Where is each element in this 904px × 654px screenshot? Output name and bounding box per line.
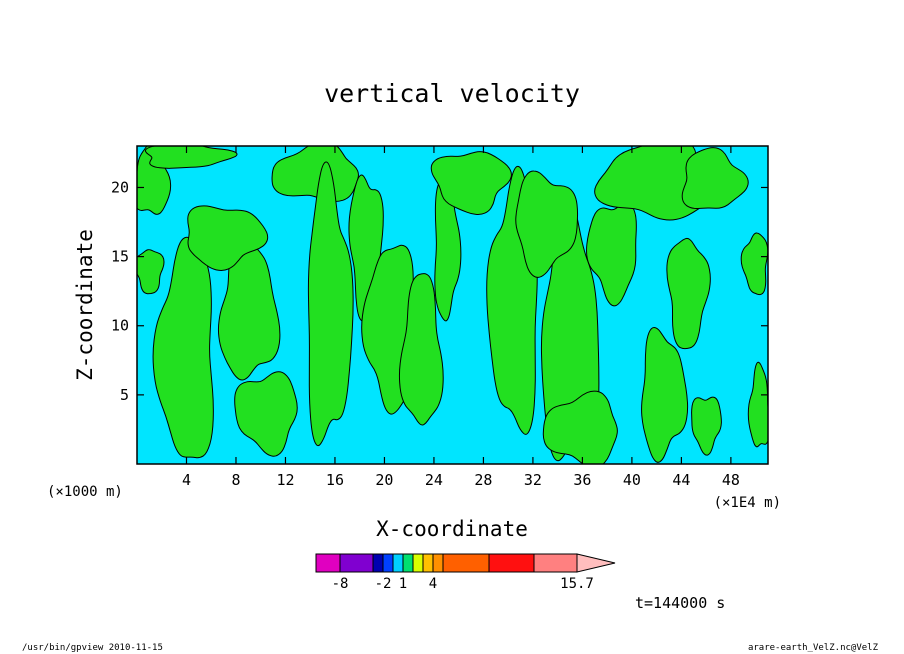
colorbar-segment bbox=[339, 553, 374, 573]
positive-velocity-regions bbox=[137, 146, 768, 464]
positive-region bbox=[217, 235, 281, 381]
x-tick-label: 20 bbox=[375, 471, 393, 489]
colorbar-labels: -8 -2 1 4 15.7 bbox=[332, 576, 594, 592]
colorbar-label: 15.7 bbox=[560, 576, 594, 592]
positive-region bbox=[307, 161, 354, 447]
colorbar-segment bbox=[372, 553, 384, 573]
y-axis-ticks: 5 10 15 20 bbox=[111, 178, 768, 404]
colorbar-segment bbox=[392, 553, 404, 573]
colorbar-label: 4 bbox=[429, 576, 437, 592]
x-tick-label: 4 bbox=[182, 471, 191, 489]
positive-region bbox=[691, 396, 722, 456]
x-tick-label: 40 bbox=[623, 471, 641, 489]
y-tick-label: 10 bbox=[111, 317, 129, 335]
x-tick-label: 48 bbox=[722, 471, 740, 489]
x-tick-label: 44 bbox=[672, 471, 690, 489]
x-tick-label: 8 bbox=[231, 471, 240, 489]
x-axis-ticks: 4 8 12 16 20 24 28 32 36 40 44 48 bbox=[182, 146, 740, 489]
positive-region bbox=[740, 232, 768, 296]
positive-region bbox=[271, 146, 359, 202]
positive-region bbox=[398, 273, 444, 426]
colorbar-segment bbox=[315, 553, 341, 573]
positive-region bbox=[515, 170, 579, 278]
plot-area bbox=[136, 145, 769, 465]
footer-left: /usr/bin/gpview 2010-11-15 bbox=[22, 643, 163, 653]
colorbar-segment bbox=[402, 553, 414, 573]
positive-region bbox=[137, 249, 165, 295]
colorbar-segment bbox=[422, 553, 434, 573]
colorbar-label: 1 bbox=[399, 576, 407, 592]
time-label: t=144000 s bbox=[635, 594, 725, 612]
colorbar-label: -8 bbox=[332, 576, 349, 592]
y-tick-label: 20 bbox=[111, 178, 129, 196]
y-tick-label: 5 bbox=[120, 386, 129, 404]
positive-region bbox=[187, 205, 269, 271]
x-tick-label: 12 bbox=[276, 471, 294, 489]
colorbar-segment bbox=[382, 553, 394, 573]
x-unit-left: (×1000 m) bbox=[47, 484, 123, 500]
y-axis-label: Z-coordinate bbox=[73, 229, 97, 381]
x-tick-label: 16 bbox=[326, 471, 344, 489]
y-tick-label: 15 bbox=[111, 248, 129, 266]
colorbar-segment bbox=[442, 553, 490, 573]
x-tick-label: 32 bbox=[524, 471, 542, 489]
colorbar-segment bbox=[412, 553, 424, 573]
positive-region bbox=[681, 147, 749, 210]
colorbar-segment bbox=[488, 553, 535, 573]
x-tick-label: 28 bbox=[474, 471, 492, 489]
x-tick-label: 36 bbox=[573, 471, 591, 489]
plot-frame bbox=[136, 145, 769, 465]
x-unit-right: (×1E4 m) bbox=[714, 495, 781, 511]
positive-region bbox=[430, 151, 512, 216]
positive-region bbox=[234, 371, 298, 457]
colorbar-segment bbox=[533, 553, 578, 573]
positive-region bbox=[144, 146, 238, 169]
footer-right: arare-earth_VelZ.nc@VelZ bbox=[748, 643, 879, 653]
colorbar-segment bbox=[432, 553, 444, 573]
x-axis-label: X-coordinate bbox=[376, 517, 528, 541]
colorbar bbox=[315, 553, 616, 573]
x-tick-label: 24 bbox=[425, 471, 443, 489]
positive-region bbox=[666, 237, 711, 350]
positive-region bbox=[641, 327, 689, 463]
positive-region bbox=[747, 361, 768, 448]
positive-region bbox=[542, 390, 618, 464]
colorbar-label: -2 bbox=[375, 576, 392, 592]
colorbar-arrow bbox=[576, 553, 616, 573]
chart-title: vertical velocity bbox=[324, 79, 580, 108]
